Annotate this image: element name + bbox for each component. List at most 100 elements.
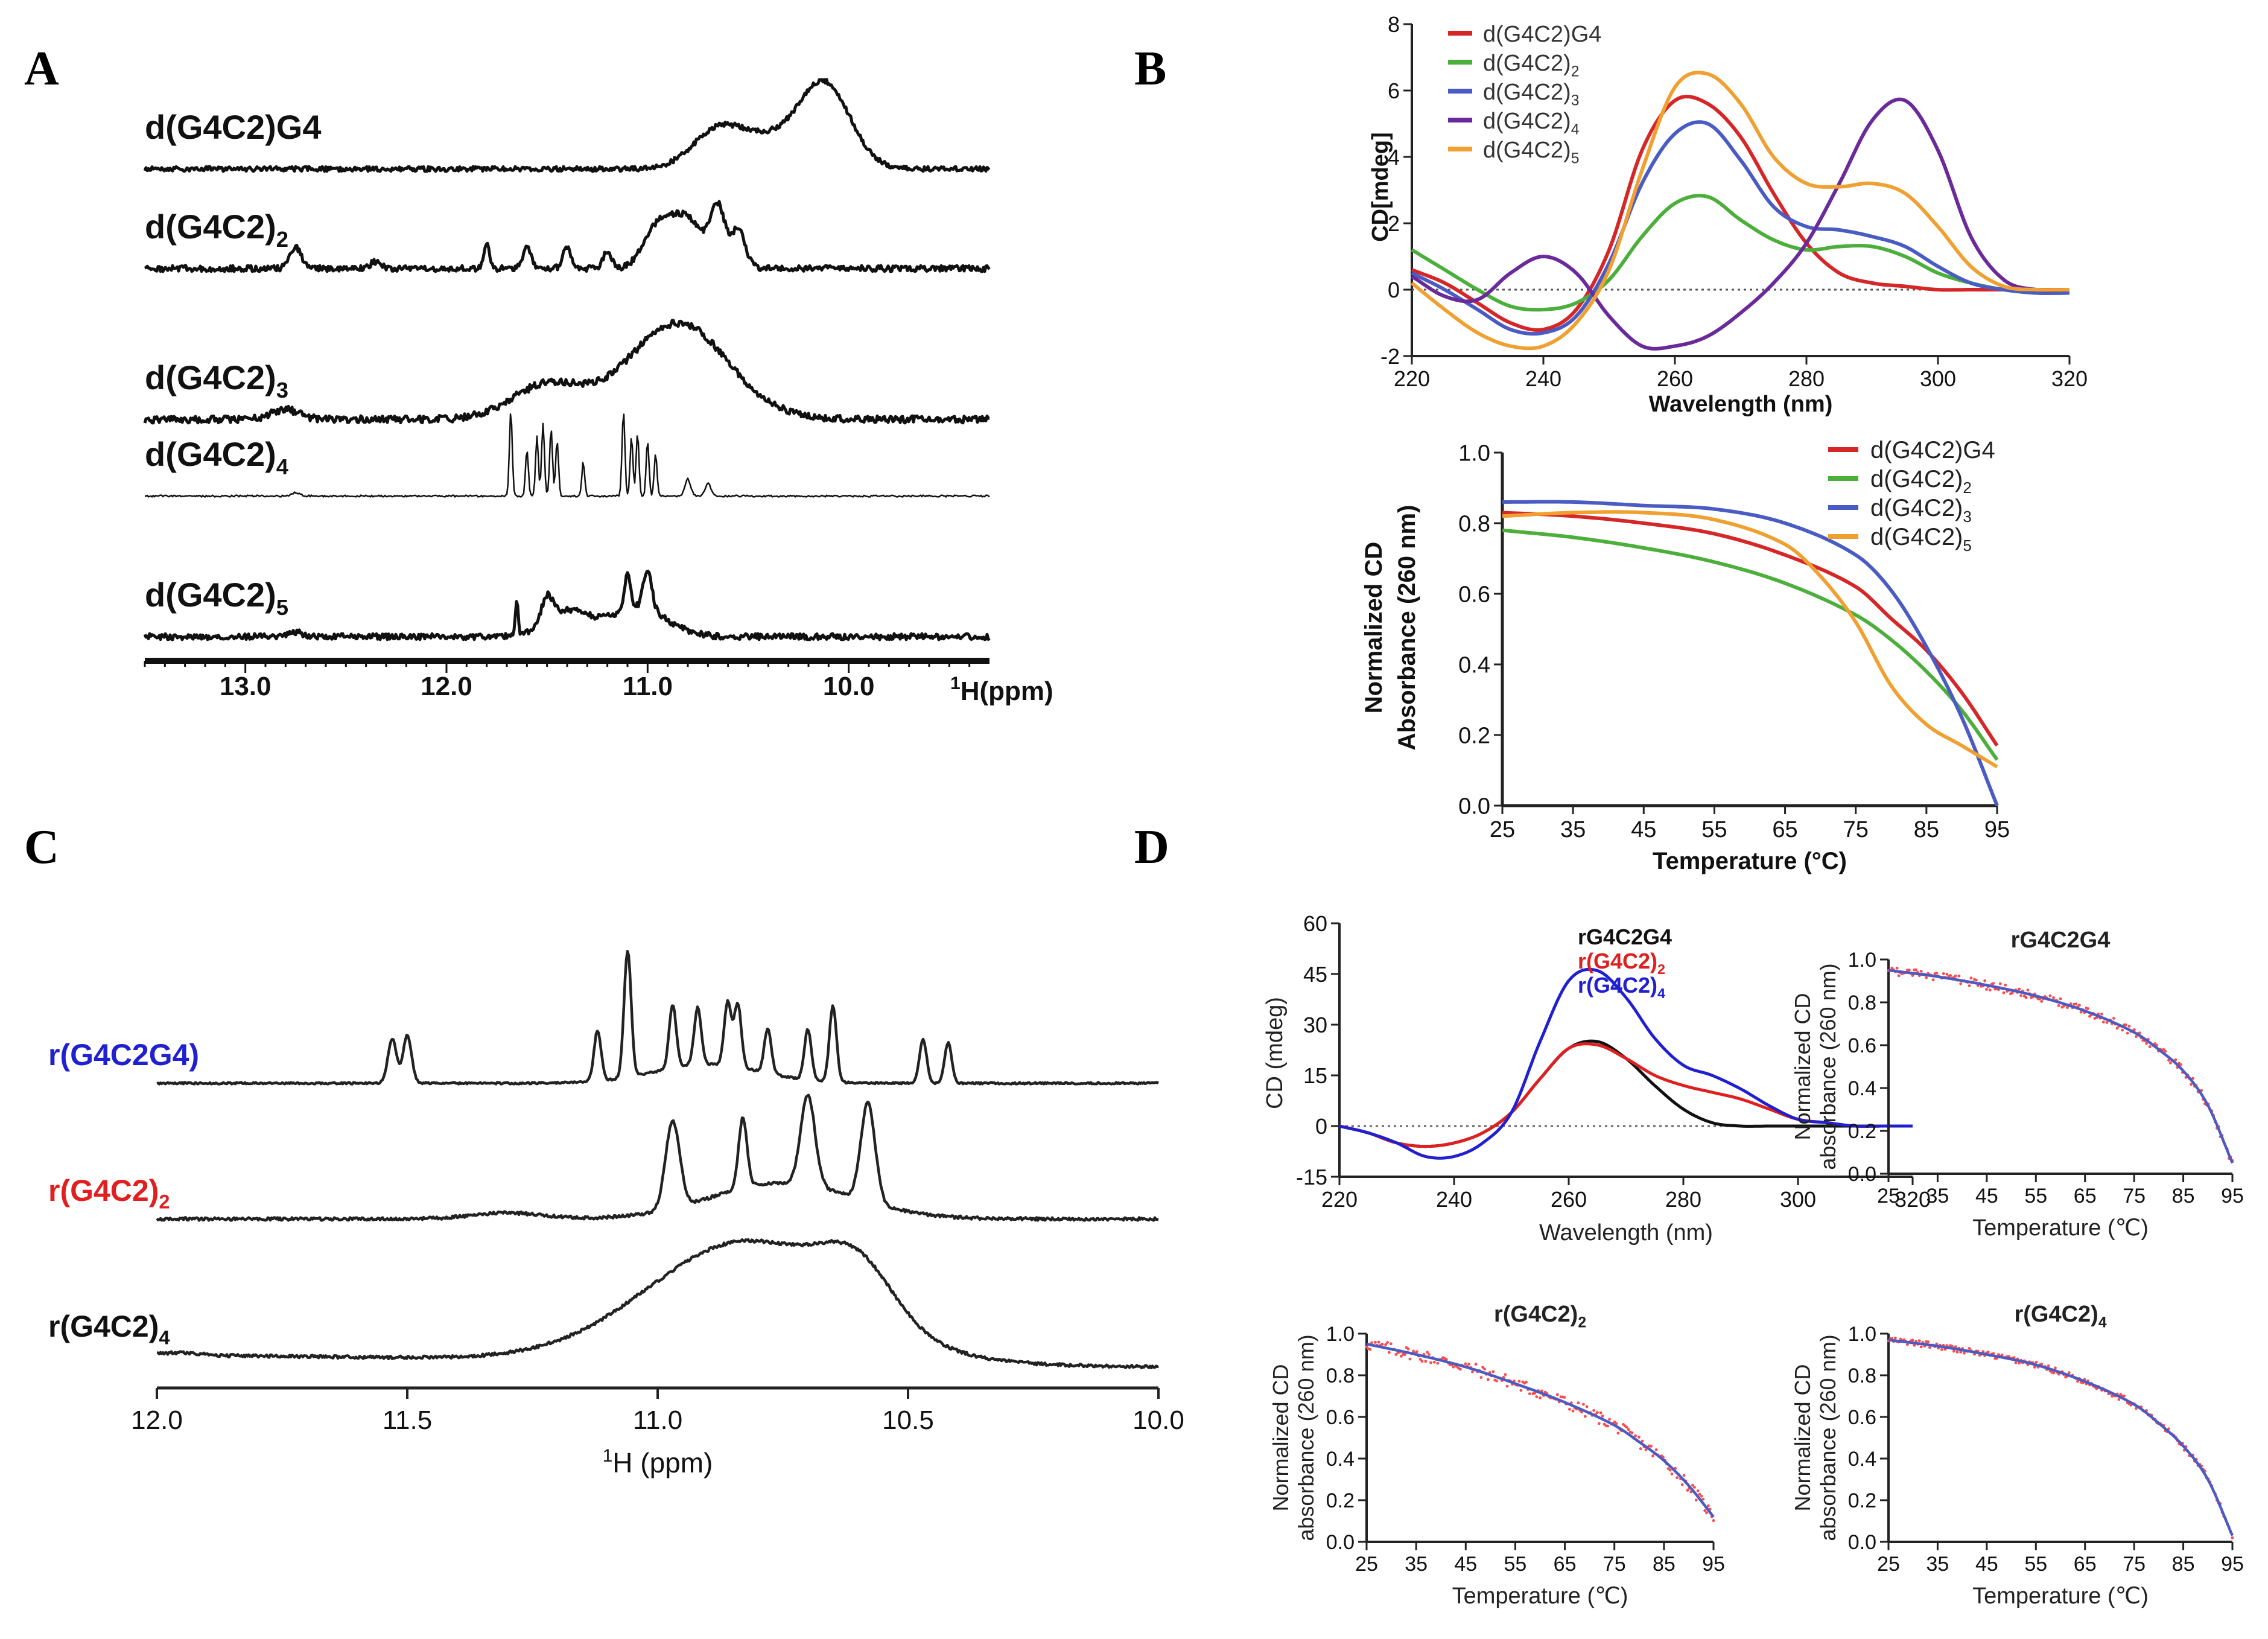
x-tick-label: 65 bbox=[2074, 1553, 2097, 1576]
data-point bbox=[2162, 1048, 2165, 1051]
data-point bbox=[2014, 1361, 2018, 1364]
data-point bbox=[1931, 978, 1935, 982]
nmr-trace-r-g4c2-2 bbox=[156, 1093, 1159, 1222]
data-point bbox=[1535, 1395, 1539, 1399]
nmr-trace-d-g4c2-g4 bbox=[143, 78, 991, 173]
x-tick-label: 45 bbox=[1975, 1553, 1998, 1576]
label-subscript: 4 bbox=[2098, 1315, 2107, 1331]
data-point bbox=[1608, 1418, 1611, 1421]
panel-d-melt-rg4c2g4: 25 35 45 55 65 75 85 95 0.0 0.2 0.4 0.6 0.8 1.0 rG4C2G… bbox=[1790, 928, 2244, 1241]
data-point bbox=[2079, 1010, 2083, 1014]
y-tick-label: 0.4 bbox=[1848, 1448, 1876, 1471]
label-main: d(G4C2)G4 bbox=[1870, 437, 1995, 463]
data-point bbox=[2067, 1371, 2071, 1375]
data-point bbox=[1680, 1483, 1684, 1486]
data-point bbox=[1505, 1384, 1509, 1388]
chart-title: rG4C2G4 bbox=[2011, 928, 2111, 953]
fit-line bbox=[1888, 969, 2234, 1164]
x-tick-label: 280 bbox=[1665, 1187, 1701, 1212]
data-point bbox=[1670, 1472, 1674, 1475]
data-point bbox=[1928, 1346, 1931, 1349]
x-axis-title: 1H(ppm) bbox=[950, 673, 1053, 706]
data-point bbox=[1907, 969, 1911, 972]
x-tick-label: 300 bbox=[1920, 366, 1956, 391]
legend-label-r-g4c2-2: r(G4C2)2 bbox=[1578, 949, 1665, 977]
y-tick-label: 0.6 bbox=[1848, 1034, 1876, 1057]
data-point bbox=[1370, 1341, 1374, 1345]
data-point bbox=[1654, 1448, 1658, 1451]
data-point bbox=[1406, 1347, 1410, 1351]
data-point bbox=[1380, 1343, 1384, 1346]
x-tick-label: 12.0 bbox=[421, 672, 472, 701]
data-point bbox=[1694, 1498, 1698, 1502]
data-point bbox=[2018, 987, 2021, 991]
label-subscript: 2 bbox=[1571, 64, 1580, 80]
cd-line-d-g4c2-5 bbox=[1411, 71, 2069, 351]
data-point bbox=[1519, 1389, 1523, 1392]
y-tick-label: 0 bbox=[1315, 1114, 1327, 1139]
x-tick-label: 10.5 bbox=[882, 1405, 934, 1435]
nmr-trace-d-g4c2-3 bbox=[143, 319, 990, 425]
data-point bbox=[2124, 1023, 2127, 1026]
label-subscript: 4 bbox=[276, 454, 289, 479]
data-point bbox=[2231, 1536, 2234, 1539]
data-point bbox=[1940, 1348, 1943, 1351]
data-point bbox=[2169, 1061, 2172, 1065]
data-point bbox=[1403, 1353, 1406, 1357]
label-subscript: 3 bbox=[1571, 93, 1580, 109]
panel-letter-b: B bbox=[1134, 42, 1166, 95]
x-tick-label: 75 bbox=[1603, 1553, 1626, 1576]
y-tick-label: 1.0 bbox=[1848, 949, 1876, 972]
y-tick-label: 0.6 bbox=[1458, 582, 1490, 608]
x-tick-label: 85 bbox=[2172, 1553, 2195, 1576]
legend-label-d-g4c2-5: d(G4C2)5 bbox=[1483, 138, 1579, 167]
x-tick-label: 320 bbox=[1895, 1187, 1931, 1212]
trace-label-r-g4c2g4: r(G4C2G4) bbox=[48, 1038, 199, 1072]
x-axis-title: Wavelength (nm) bbox=[1649, 392, 1833, 417]
legend-label-d-g4c2-2: d(G4C2)2 bbox=[1483, 51, 1579, 80]
data-point bbox=[1712, 1519, 1715, 1523]
trace-label-d-g4c2-5: d(G4C2)5 bbox=[145, 576, 288, 620]
data-point bbox=[1641, 1439, 1644, 1443]
data-point bbox=[1682, 1474, 1686, 1477]
trace-label-r-g4c2-4: r(G4C2)4 bbox=[48, 1310, 170, 1349]
y-tick-label: -15 bbox=[1296, 1165, 1327, 1189]
y-tick-label: 0.8 bbox=[1848, 1364, 1876, 1387]
y-axis-title-line1: Normalized CD bbox=[1268, 1364, 1293, 1511]
x-tick-label: 25 bbox=[1490, 817, 1515, 842]
x-tick-label: 25 bbox=[1877, 1185, 1900, 1208]
data-point bbox=[1601, 1415, 1604, 1418]
data-point bbox=[1952, 1349, 1955, 1353]
data-point bbox=[2164, 1049, 2167, 1053]
fit-line bbox=[1888, 1338, 2234, 1536]
panel-letter-d: D bbox=[1134, 821, 1169, 874]
x-tick-label: 75 bbox=[2123, 1553, 2146, 1576]
chart-title: r(G4C2)4 bbox=[2014, 1302, 2106, 1331]
data-point bbox=[1913, 1343, 1916, 1347]
data-point bbox=[2002, 991, 2006, 995]
x-tick-label: 35 bbox=[1405, 1553, 1428, 1576]
y-axis-title-line2: absorbance (260 nm) bbox=[1294, 1334, 1318, 1541]
x-tick-label: 35 bbox=[1927, 1185, 1949, 1208]
cd-line-d-g4c2-4 bbox=[1411, 97, 2070, 351]
x-tick-label: 220 bbox=[1321, 1187, 1358, 1212]
data-point bbox=[2040, 1000, 2044, 1003]
data-point bbox=[1942, 972, 1945, 975]
label-subscript: 4 bbox=[1657, 985, 1665, 1001]
x-tick-label: 95 bbox=[1984, 817, 2010, 842]
data-point bbox=[1701, 1497, 1705, 1501]
data-point bbox=[2033, 1366, 2036, 1369]
y-tick-label: 4 bbox=[1388, 145, 1400, 170]
x-tick-label: 240 bbox=[1525, 366, 1561, 391]
data-point bbox=[2133, 1028, 2136, 1031]
y-tick-label: 0.6 bbox=[1848, 1406, 1876, 1429]
data-point bbox=[1486, 1378, 1490, 1381]
legend-label-d-g4c2-3: d(G4C2)3 bbox=[1483, 80, 1579, 109]
data-point bbox=[1998, 982, 2002, 985]
data-point bbox=[1627, 1428, 1630, 1431]
data-point bbox=[1571, 1409, 1575, 1413]
panel-letter-c: C bbox=[24, 821, 59, 874]
label-main: d(G4C2) bbox=[1483, 138, 1571, 163]
data-point bbox=[2066, 1006, 2069, 1010]
